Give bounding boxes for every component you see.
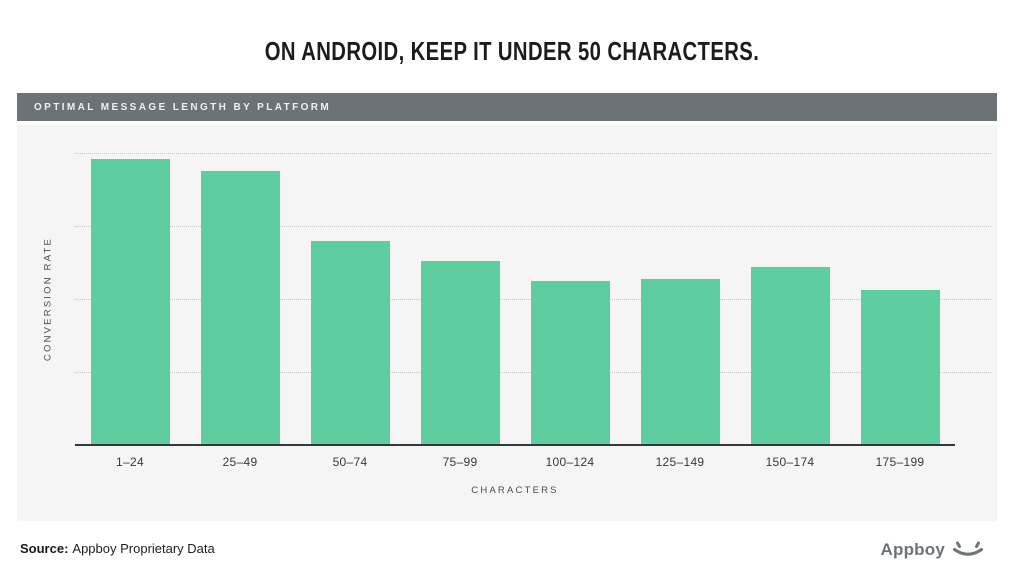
gridline [75, 153, 991, 154]
x-axis-line [75, 444, 955, 446]
xtick-row: 1–24 25–49 50–74 75–99 100–124 125–149 150–174… [75, 455, 955, 469]
bar-slot [405, 153, 515, 445]
x-tick-label: 125–149 [655, 455, 705, 469]
bar-75–99 [420, 261, 500, 445]
x-axis-label: CHARACTERS [471, 485, 559, 496]
bar-slot [625, 153, 735, 445]
brand-logo: Appboy [881, 540, 984, 560]
bar-25–49 [200, 171, 280, 445]
bar-slot [845, 153, 955, 445]
gridline [75, 226, 991, 227]
chart-area: CONVERSION RATE 1–24 25–49 50–74 75–99 100–1… [17, 125, 997, 521]
bar-slot [185, 153, 295, 445]
bar-1–24 [90, 159, 170, 445]
chart-panel: OPTIMAL MESSAGE LENGTH BY PLATFORM CONVE… [17, 93, 997, 521]
bar-100–124 [530, 281, 610, 445]
bar-slot [295, 153, 405, 445]
page-title: ON ANDROID, KEEP IT UNDER 50 CHARACTERS. [0, 36, 1024, 67]
bar-slot [75, 153, 185, 445]
source-note: Source: Appboy Proprietary Data [20, 541, 215, 556]
brand-name: Appboy [880, 540, 945, 559]
bar-slot [735, 153, 845, 445]
source-label: Source: [20, 541, 69, 556]
bar-175–199 [860, 290, 940, 445]
page-title-text: ON ANDROID, KEEP IT UNDER 50 CHARACTERS. [264, 36, 760, 66]
bar-50–74 [310, 241, 390, 445]
bars-row [75, 153, 955, 445]
x-tick-label: 175–199 [875, 455, 925, 469]
bar-125–149 [640, 279, 720, 445]
x-tick-label: 25–49 [222, 455, 258, 469]
bar-150–174 [750, 267, 830, 445]
bar-slot [515, 153, 625, 445]
x-tick-label: 100–124 [545, 455, 595, 469]
x-tick-label: 1–24 [116, 455, 144, 469]
x-tick-label: 75–99 [442, 455, 478, 469]
source-text: Appboy Proprietary Data [72, 541, 215, 556]
chart-panel-header: OPTIMAL MESSAGE LENGTH BY PLATFORM [17, 93, 997, 121]
y-axis-label: CONVERSION RATE [42, 236, 54, 362]
chart-panel-header-label: OPTIMAL MESSAGE LENGTH BY PLATFORM [34, 101, 332, 113]
x-tick-label: 150–174 [765, 455, 815, 469]
x-tick-label: 50–74 [332, 455, 368, 469]
smile-icon [953, 541, 983, 556]
